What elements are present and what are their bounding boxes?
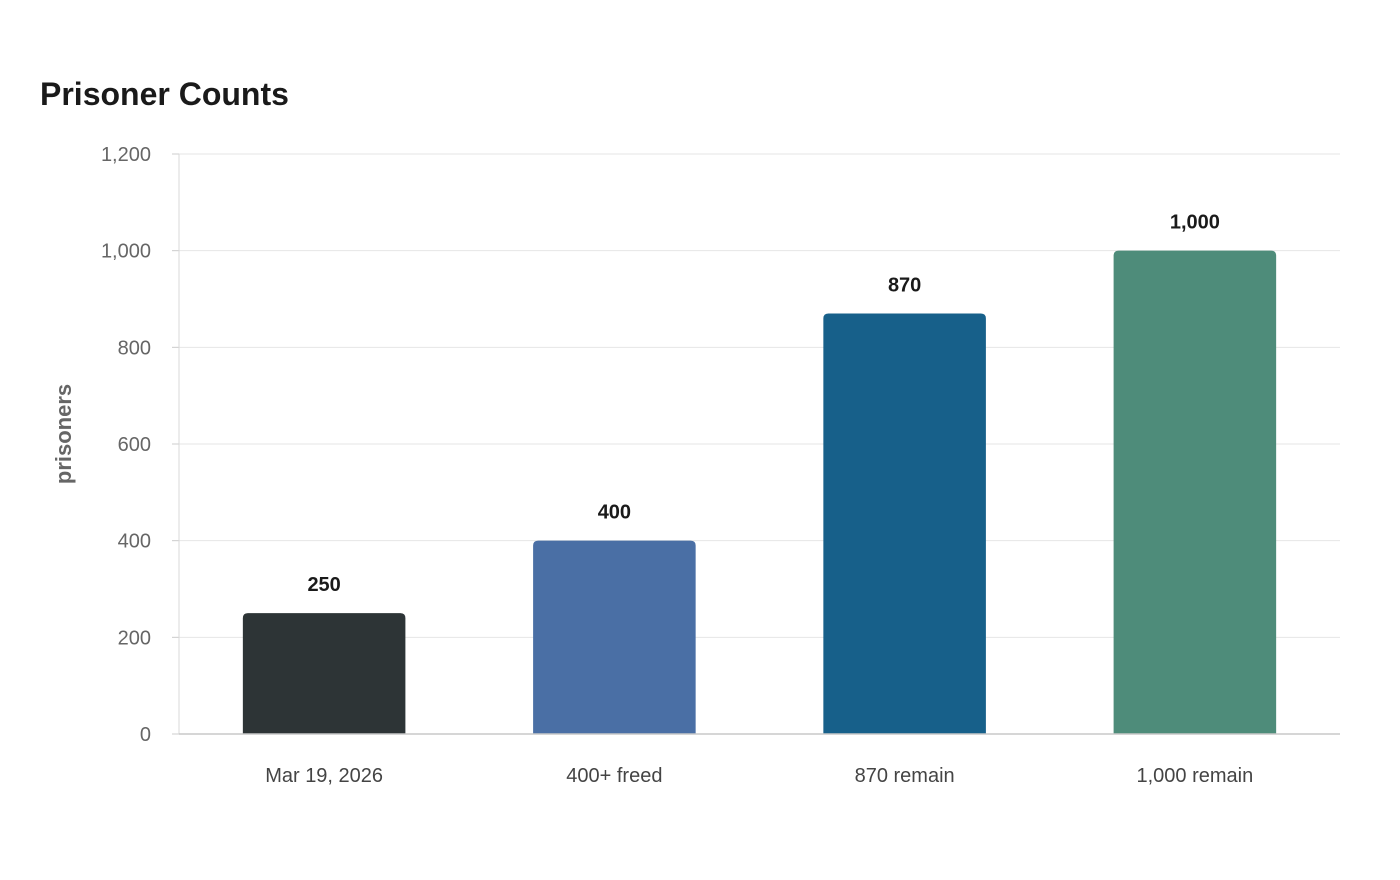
y-axis-title: prisoners <box>51 384 76 484</box>
bar <box>823 313 986 734</box>
bar <box>242 613 406 734</box>
y-tick-label: 1,200 <box>101 144 151 166</box>
y-tick-label: 600 <box>118 434 151 456</box>
data-label: 250 <box>307 574 340 596</box>
y-tick-label: 0 <box>140 724 151 746</box>
bars <box>242 250 1277 734</box>
y-tick-label: 800 <box>118 337 151 359</box>
x-tick-label: 1,000 remain <box>1137 765 1254 787</box>
y-tick-label: 200 <box>118 627 151 649</box>
bar <box>533 540 696 734</box>
y-tick-label: 400 <box>118 531 151 553</box>
x-tick-label: 400+ freed <box>566 765 662 787</box>
labels: 0 200 400 600 800 1,000 1,200 250 Mar 19, 2026 40… <box>101 144 1253 787</box>
axes <box>172 153 1340 735</box>
data-label: 870 <box>888 275 921 297</box>
y-tick-label: 1,000 <box>101 241 151 263</box>
bar <box>1113 250 1277 734</box>
chart-title: Prisoner Counts <box>40 76 289 112</box>
x-tick-label: Mar 19, 2026 <box>265 765 383 787</box>
data-label: 400 <box>598 502 631 524</box>
x-tick-label: 870 remain <box>855 765 955 787</box>
data-label: 1,000 <box>1170 212 1220 234</box>
